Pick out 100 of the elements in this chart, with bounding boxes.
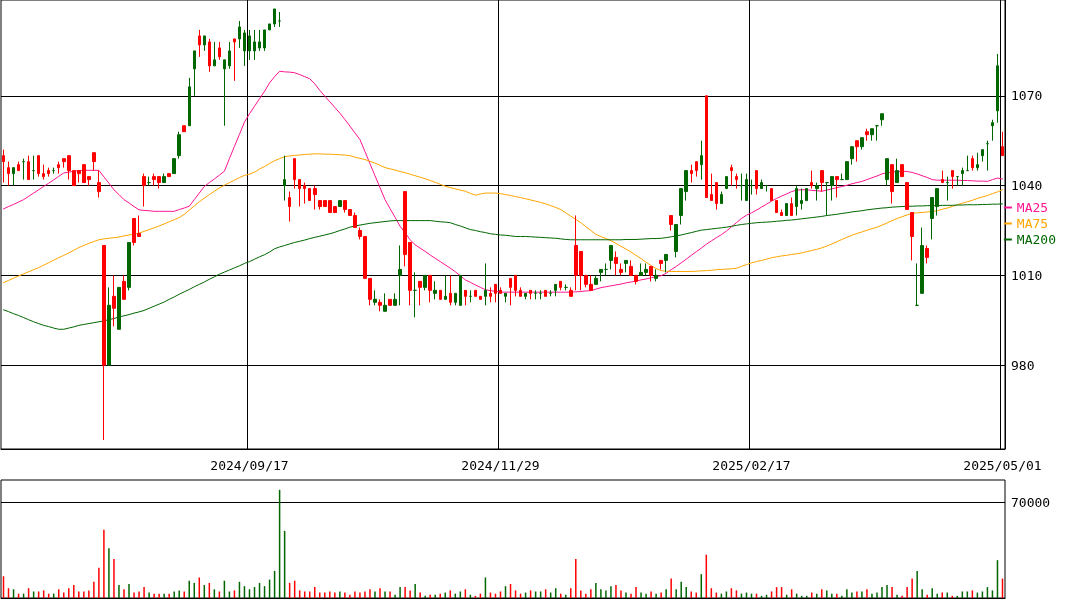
candlestick — [439, 289, 442, 300]
candlestick — [780, 209, 783, 217]
legend-label: MA75 — [1016, 216, 1049, 231]
candlestick — [213, 41, 216, 67]
candlestick — [614, 250, 618, 276]
candlestick — [378, 298, 382, 312]
candlestick — [870, 128, 874, 142]
candlestick — [770, 188, 773, 202]
candlestick — [775, 200, 778, 214]
candlestick — [238, 20, 241, 49]
candlestick — [790, 197, 793, 217]
candlestick — [303, 182, 306, 205]
candlestick — [253, 29, 256, 61]
candlestick — [820, 170, 824, 193]
candlestick — [966, 155, 969, 172]
candlestick — [228, 41, 231, 70]
candlestick — [208, 38, 211, 73]
candlestick — [298, 179, 301, 208]
candlestick — [423, 274, 427, 291]
candlestick — [127, 241, 131, 291]
candlestick — [223, 59, 226, 127]
candlestick — [7, 161, 10, 187]
line-series — [3, 153, 1003, 284]
candlestick — [449, 274, 452, 306]
candlestick — [57, 161, 60, 175]
candlestick — [700, 140, 703, 181]
candlestick — [433, 280, 437, 300]
candlestick — [865, 128, 869, 142]
candlestick — [288, 191, 291, 223]
candlestick — [233, 38, 236, 82]
candlestick — [338, 200, 342, 208]
legend-label: MA200 — [1016, 232, 1057, 247]
candlestick — [976, 152, 979, 172]
candlestick — [619, 262, 623, 276]
candlestick — [308, 188, 311, 202]
candlestick — [730, 164, 733, 187]
candlestick — [860, 137, 864, 151]
candlestick — [198, 29, 201, 58]
candlestick — [951, 170, 954, 190]
candlestick — [890, 164, 894, 205]
candlestick — [97, 170, 101, 199]
candlestick — [986, 140, 989, 172]
candlestick — [1001, 131, 1004, 157]
candlestick — [504, 292, 507, 303]
candlestick — [624, 259, 628, 273]
candlestick — [845, 161, 849, 181]
candlestick — [981, 149, 984, 163]
y-tick-label: 70000 — [1011, 495, 1051, 511]
candlestick — [735, 173, 738, 190]
candlestick — [855, 140, 859, 163]
x-tick-label: 2025/05/01 — [963, 458, 1042, 473]
candlestick — [12, 167, 15, 187]
candlestick — [750, 179, 753, 196]
candlestick — [805, 188, 808, 202]
candlestick — [559, 280, 562, 291]
candlestick — [875, 125, 879, 142]
candlestick — [102, 244, 106, 441]
candlestick — [649, 265, 653, 282]
candlestick — [594, 274, 598, 285]
candlestick — [880, 113, 884, 127]
candlestick — [654, 268, 658, 282]
candlestick — [263, 29, 266, 52]
candlestick — [705, 95, 708, 199]
candlestick — [122, 274, 126, 300]
candlestick — [373, 289, 377, 306]
candlestick — [393, 292, 397, 306]
candlestick — [664, 253, 668, 273]
candlestick — [659, 259, 663, 270]
candlestick — [177, 131, 181, 160]
line-series — [3, 70, 1003, 293]
candlestick — [850, 146, 854, 166]
candlestick — [27, 155, 30, 181]
candlestick — [193, 50, 196, 97]
candlestick — [142, 173, 146, 208]
candlestick — [544, 289, 547, 297]
candlestick — [720, 191, 723, 205]
candlestick — [785, 203, 788, 217]
candlestick — [167, 173, 171, 178]
candlestick — [755, 170, 758, 196]
candlestick — [710, 173, 713, 202]
candlestick — [32, 155, 35, 181]
y-tick-label: 980 — [1011, 357, 1035, 373]
candlestick — [690, 164, 693, 184]
y-tick-label: 1010 — [1011, 267, 1043, 283]
candlestick — [925, 244, 929, 264]
candlestick — [569, 286, 573, 297]
candlestick — [383, 292, 387, 312]
candlestick — [474, 289, 477, 297]
candlestick — [991, 119, 994, 142]
candlestick — [388, 298, 392, 306]
candlestick — [162, 173, 166, 184]
candlestick — [248, 29, 251, 61]
candlestick — [885, 158, 889, 187]
candlestick — [920, 226, 924, 294]
candlestick — [484, 262, 487, 306]
candlestick — [815, 182, 819, 202]
candlestick — [509, 277, 512, 306]
candlestick — [529, 289, 532, 300]
x-tick-label: 2024/11/29 — [461, 458, 540, 473]
candlestick — [22, 158, 25, 181]
